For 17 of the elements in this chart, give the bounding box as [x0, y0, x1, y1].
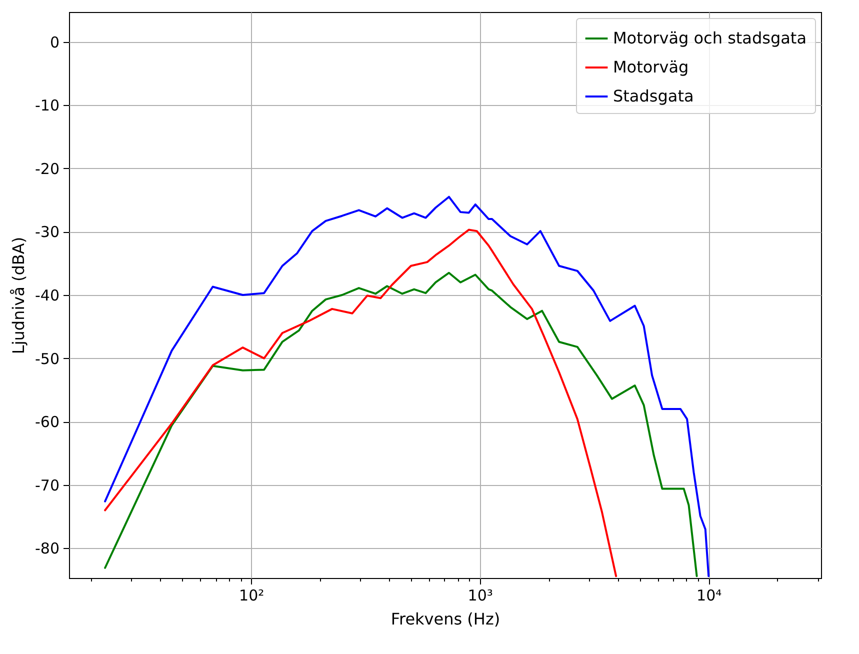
- y-tick-label: -80: [35, 540, 60, 558]
- y-tick-label: -20: [35, 160, 60, 178]
- y-tick-label: -40: [35, 286, 60, 304]
- y-tick-label: -10: [35, 96, 60, 115]
- legend-label: Motorväg: [613, 58, 689, 76]
- y-tick-label: 0: [50, 33, 60, 52]
- x-axis-title: Frekvens (Hz): [390, 610, 500, 628]
- y-tick-label: -70: [35, 476, 60, 494]
- y-tick-label: -60: [35, 413, 60, 432]
- legend-label: Stadsgata: [613, 86, 694, 106]
- y-tick-label: -50: [35, 350, 60, 368]
- y-tick-label: -30: [35, 223, 60, 242]
- x-tick-label: 10²: [239, 586, 264, 604]
- legend-label: Motorväg och stadsgata: [613, 28, 807, 48]
- x-tick-label: 10³: [468, 586, 493, 604]
- y-axis-title: Ljudnivå (dBA): [9, 236, 28, 354]
- x-tick-label: 10⁴: [696, 586, 722, 604]
